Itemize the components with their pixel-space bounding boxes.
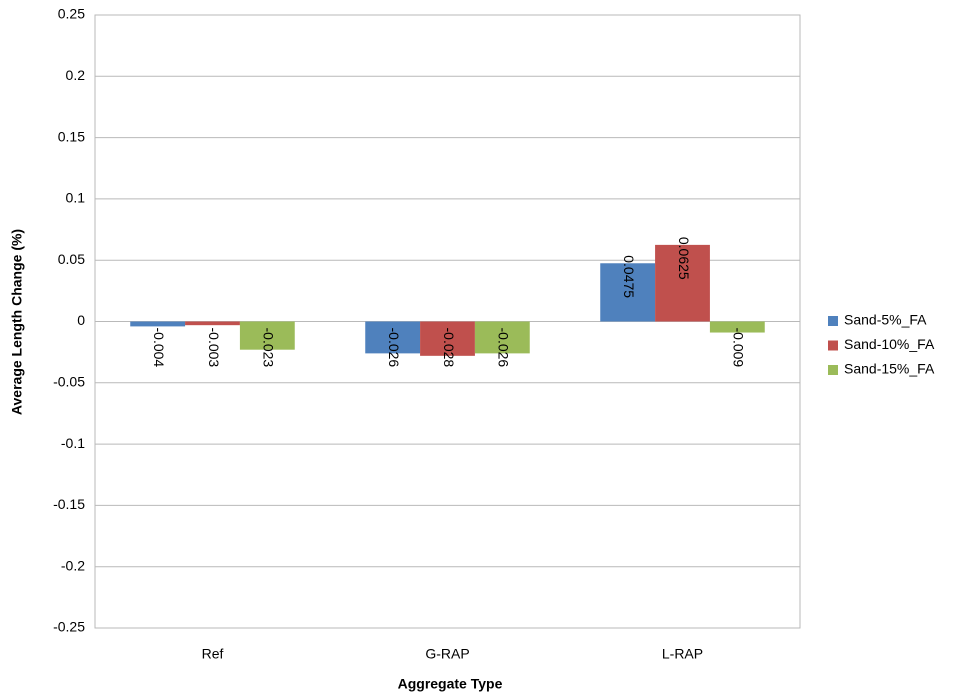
data-label: -0.023 <box>261 328 277 368</box>
data-label: -0.026 <box>386 328 402 368</box>
y-tick-label: -0.05 <box>53 374 85 390</box>
y-tick-label: -0.2 <box>61 557 85 573</box>
data-label: -0.026 <box>496 328 512 368</box>
y-tick-label: 0.05 <box>58 251 85 267</box>
bar <box>709 321 765 333</box>
data-label: 0.0625 <box>676 237 692 280</box>
bar <box>420 321 475 356</box>
legend-swatch <box>828 316 838 326</box>
x-tick-label: Ref <box>202 646 224 662</box>
data-label: -0.009 <box>731 328 747 368</box>
y-tick-label: 0.25 <box>58 6 85 22</box>
legend-label: Sand-15%_FA <box>844 361 935 377</box>
legend-swatch <box>828 340 838 351</box>
x-axis-title: Aggregate Type <box>398 676 503 692</box>
bar <box>239 321 295 350</box>
data-label: -0.003 <box>206 328 222 368</box>
bar <box>474 321 530 354</box>
legend-label: Sand-10%_FA <box>844 336 935 352</box>
y-tick-label: -0.15 <box>53 496 85 512</box>
data-label: -0.028 <box>441 328 457 368</box>
bar <box>185 321 240 326</box>
y-tick-label: -0.25 <box>53 619 85 635</box>
bar <box>600 263 656 322</box>
bar <box>655 244 710 322</box>
y-tick-label: -0.1 <box>61 435 85 451</box>
x-tick-label: G-RAP <box>425 646 469 662</box>
y-tick-label: 0.15 <box>58 128 85 144</box>
legend-swatch <box>828 365 838 375</box>
y-tick-label: 0 <box>77 312 85 328</box>
legend-label: Sand-5%_FA <box>844 312 927 328</box>
data-label: -0.004 <box>151 328 167 368</box>
x-tick-label: L-RAP <box>662 646 703 662</box>
data-label: 0.0475 <box>621 255 637 298</box>
y-tick-label: 0.2 <box>66 67 86 83</box>
y-axis-title: Average Length Change (%) <box>9 229 25 415</box>
y-tick-label: 0.1 <box>66 190 86 206</box>
plot-border <box>94 14 801 629</box>
bar <box>130 321 186 327</box>
bar <box>365 321 421 354</box>
